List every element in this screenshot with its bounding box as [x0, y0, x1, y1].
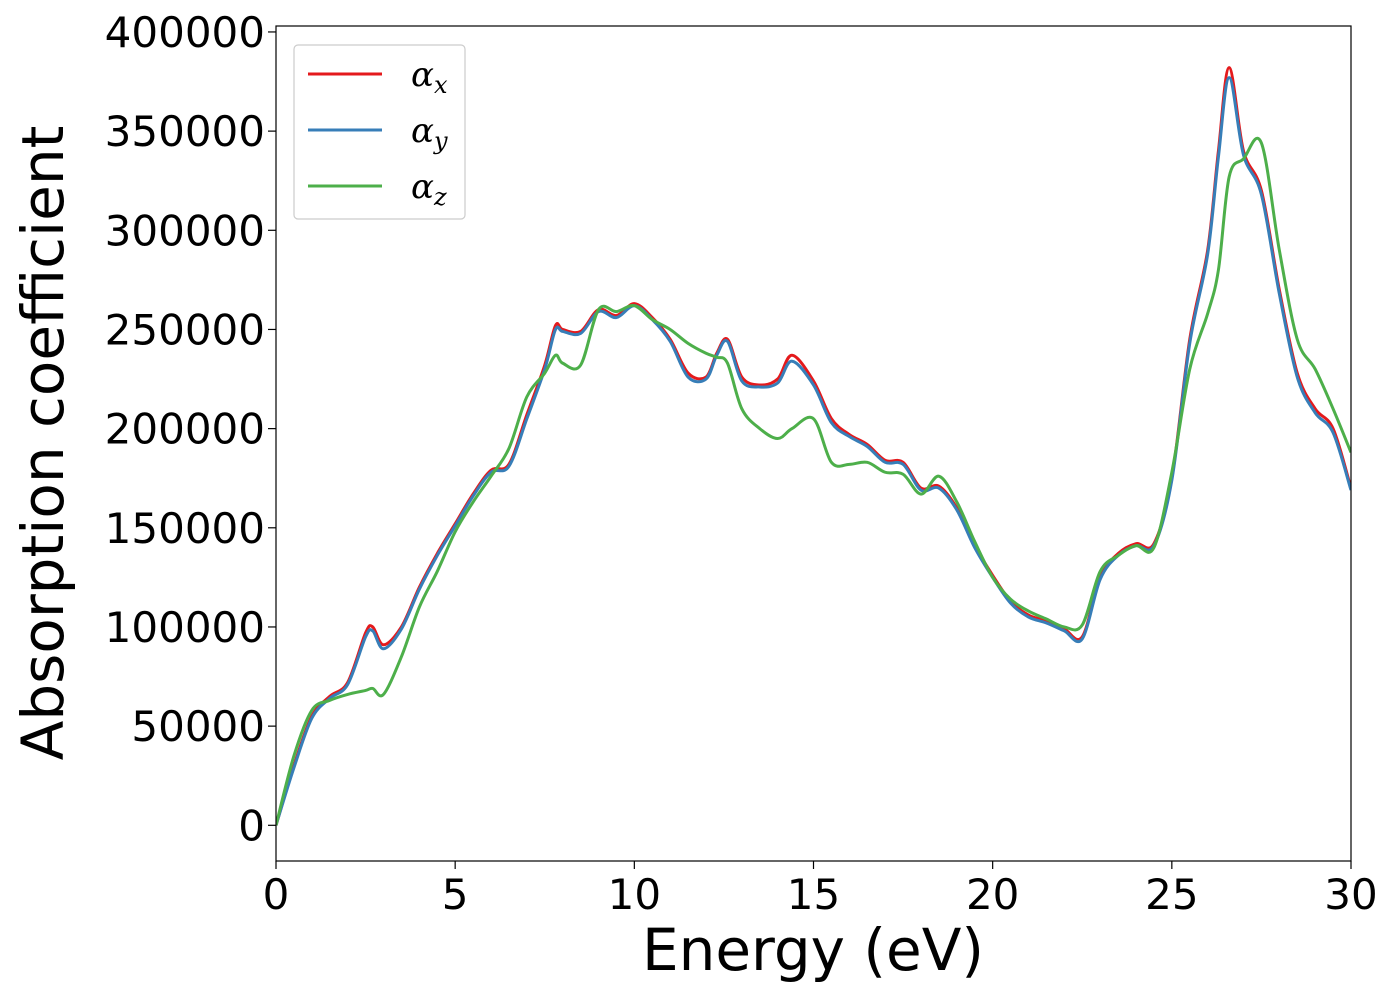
legend-label-z: αz [411, 167, 447, 211]
x-tick-label: 0 [263, 870, 290, 919]
y-tick-label: 350000 [105, 107, 265, 156]
legend: αx αy αz [293, 44, 466, 220]
legend-items: αx αy αz [308, 55, 448, 211]
y-tick-label: 200000 [105, 405, 265, 454]
x-axis-title: Energy (eV) [642, 916, 984, 984]
y-axis-ticks: 0 50000 100000 150000 200000 250000 300000 3500… [105, 8, 276, 850]
legend-label-x: αx [411, 55, 448, 99]
x-tick-label: 10 [608, 870, 661, 919]
y-tick-label: 400000 [105, 8, 265, 57]
y-tick-label: 150000 [105, 504, 265, 553]
x-tick-label: 30 [1324, 870, 1377, 919]
y-tick-label: 250000 [105, 305, 265, 354]
x-tick-label: 5 [442, 870, 469, 919]
y-tick-label: 0 [238, 801, 265, 850]
series-line-z [276, 136, 1351, 826]
x-tick-label: 25 [1145, 870, 1198, 919]
y-tick-label: 300000 [105, 206, 265, 255]
series-layer [276, 66, 1351, 826]
y-tick-label: 100000 [105, 603, 265, 652]
x-axis-ticks: 0 5 10 15 20 25 30 [263, 861, 1378, 919]
x-tick-label: 15 [787, 870, 840, 919]
x-tick-label: 20 [966, 870, 1019, 919]
legend-frame [293, 44, 466, 220]
legend-label-y: αy [411, 111, 448, 155]
y-axis-title: Absorption coefficient [9, 126, 77, 761]
series-line-y [276, 76, 1351, 826]
y-tick-label: 50000 [131, 702, 265, 751]
